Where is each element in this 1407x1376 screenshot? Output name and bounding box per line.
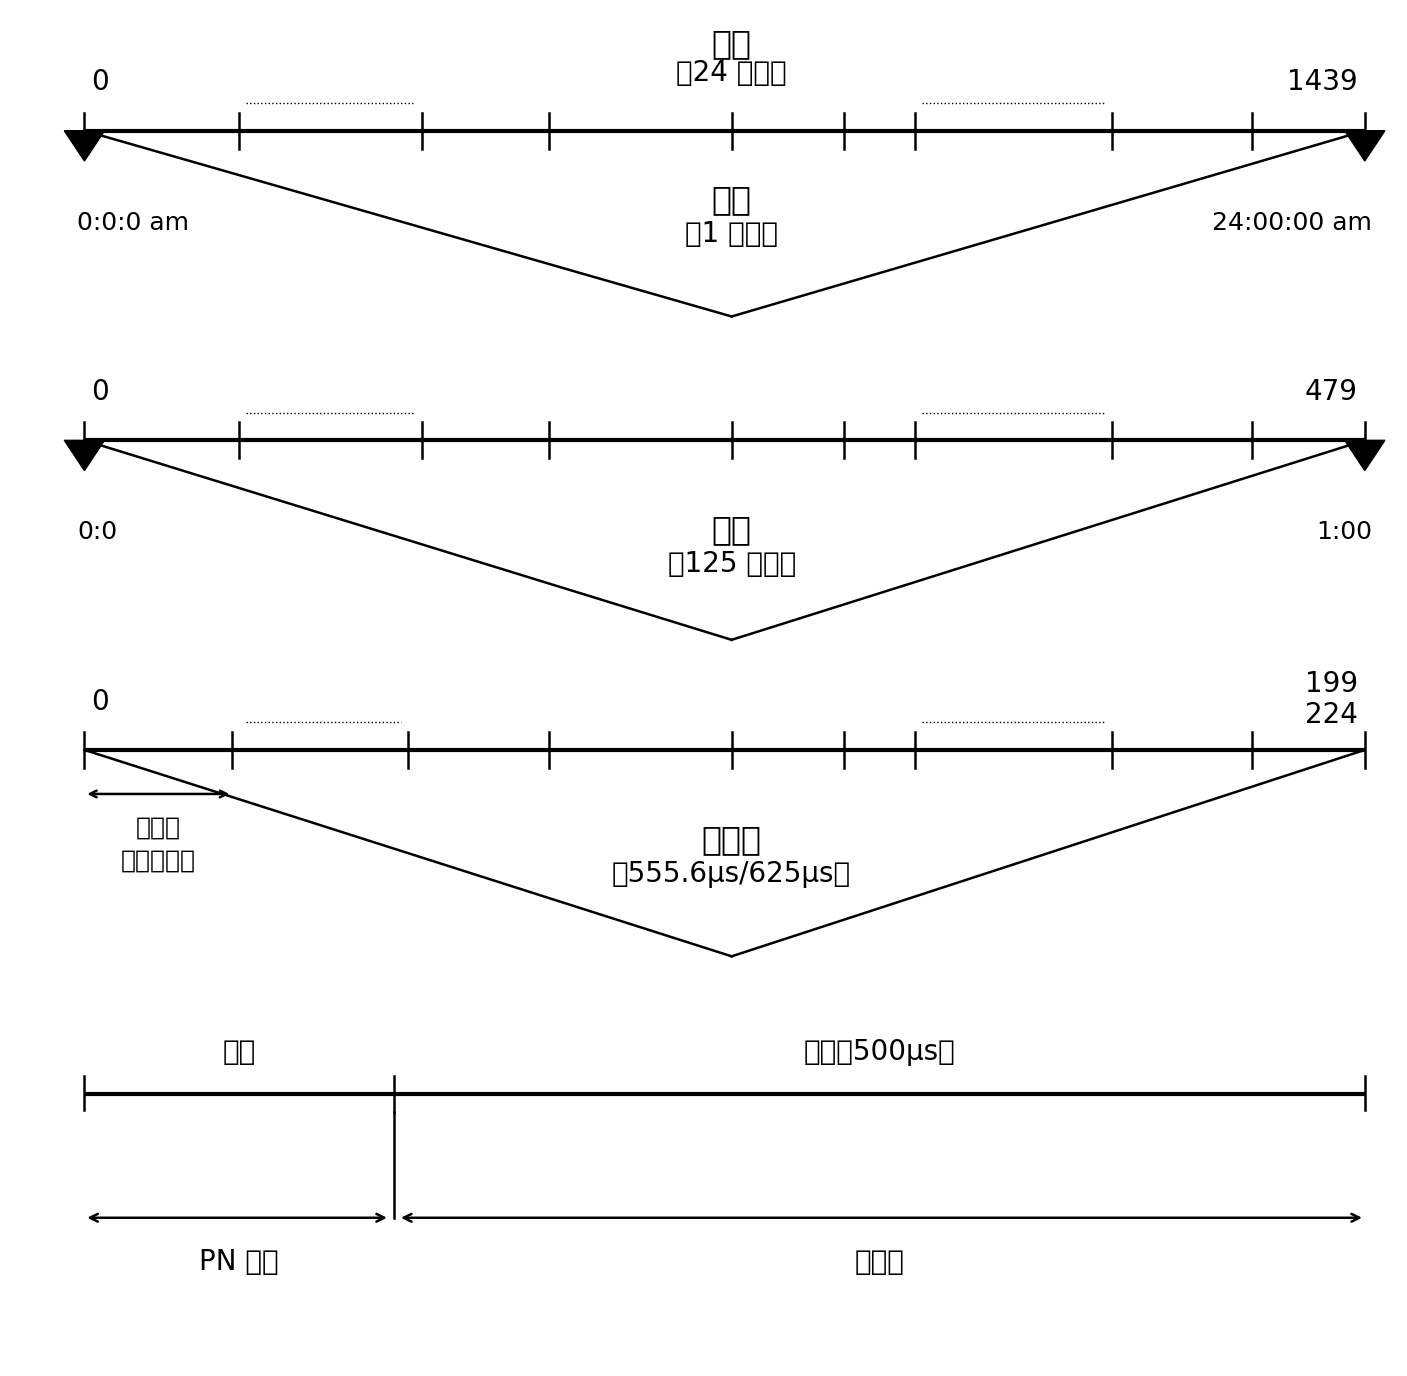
Text: 帧头: 帧头 bbox=[222, 1039, 256, 1066]
Text: 1:00: 1:00 bbox=[1316, 520, 1372, 544]
Polygon shape bbox=[65, 440, 104, 471]
Text: 信号帧: 信号帧 bbox=[702, 823, 761, 856]
Polygon shape bbox=[65, 131, 104, 161]
Text: 数据块: 数据块 bbox=[854, 1248, 905, 1276]
Text: 0:0:0 am: 0:0:0 am bbox=[77, 211, 190, 234]
Text: （24 小时）: （24 小时） bbox=[677, 59, 787, 87]
Text: 帧体（500μs）: 帧体（500μs） bbox=[803, 1039, 955, 1066]
Text: 24:00:00 am: 24:00:00 am bbox=[1211, 211, 1372, 234]
Polygon shape bbox=[1345, 440, 1384, 471]
Text: 超帧: 超帧 bbox=[712, 183, 751, 216]
Text: 479: 479 bbox=[1304, 378, 1358, 406]
Text: 0: 0 bbox=[91, 378, 110, 406]
Text: （控制帧）: （控制帧） bbox=[121, 849, 196, 872]
Text: 0:0: 0:0 bbox=[77, 520, 118, 544]
Text: 199: 199 bbox=[1304, 670, 1358, 698]
Text: 1439: 1439 bbox=[1287, 69, 1358, 96]
Text: （125 毫秒）: （125 毫秒） bbox=[667, 550, 796, 578]
Text: （1 分钟）: （1 分钟） bbox=[685, 220, 778, 248]
Text: 0: 0 bbox=[91, 69, 110, 96]
Text: 帧群头: 帧群头 bbox=[136, 816, 180, 839]
Text: 日帧: 日帧 bbox=[712, 28, 751, 61]
Text: 224: 224 bbox=[1304, 702, 1358, 729]
Text: 帧群: 帧群 bbox=[712, 513, 751, 546]
Polygon shape bbox=[1345, 131, 1384, 161]
Text: 0: 0 bbox=[91, 688, 110, 716]
Text: （555.6μs/625μs）: （555.6μs/625μs） bbox=[612, 860, 851, 888]
Text: PN 序列: PN 序列 bbox=[200, 1248, 279, 1276]
